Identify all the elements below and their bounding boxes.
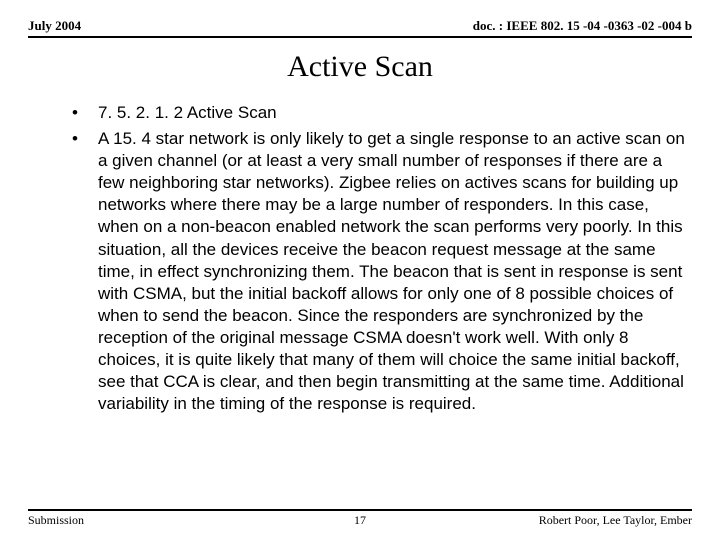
footer-left: Submission [28, 513, 84, 528]
header-date: July 2004 [28, 18, 81, 34]
header: July 2004 doc. : IEEE 802. 15 -04 -0363 … [28, 18, 692, 38]
slide-page: July 2004 doc. : IEEE 802. 15 -04 -0363 … [0, 0, 720, 540]
list-item: A 15. 4 star network is only likely to g… [72, 128, 692, 415]
page-title: Active Scan [28, 50, 692, 84]
footer-authors: Robert Poor, Lee Taylor, Ember [539, 513, 692, 528]
footer: Submission 17 Robert Poor, Lee Taylor, E… [28, 509, 692, 528]
header-doc-id: doc. : IEEE 802. 15 -04 -0363 -02 -004 b [473, 18, 692, 34]
list-item: 7. 5. 2. 1. 2 Active Scan [72, 102, 692, 124]
bullet-list: 7. 5. 2. 1. 2 Active Scan A 15. 4 star n… [28, 102, 692, 415]
footer-page-number: 17 [354, 513, 366, 528]
